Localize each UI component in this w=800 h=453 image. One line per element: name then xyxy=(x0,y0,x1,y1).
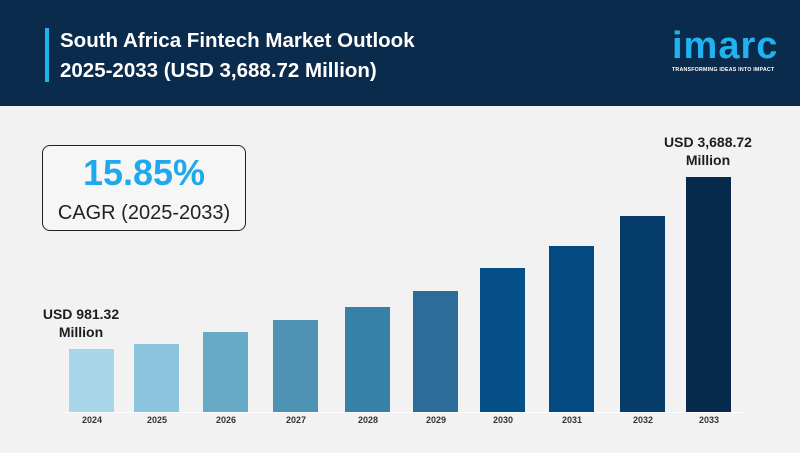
x-tick-label: 2030 xyxy=(492,415,514,425)
bar-2028 xyxy=(345,306,390,412)
chart-baseline xyxy=(62,412,742,413)
data-label-line: USD 981.32 xyxy=(42,306,120,323)
bar-2026 xyxy=(203,331,248,412)
title-line-2: 2025-2033 (USD 3,688.72 Million) xyxy=(60,59,377,82)
data-label-line: Million xyxy=(58,324,104,341)
x-tick-label: 2027 xyxy=(285,415,307,425)
bar-2025 xyxy=(134,344,179,412)
x-tick-label: 2029 xyxy=(425,415,447,425)
logo-tagline: TRANSFORMING IDEAS INTO IMPACT xyxy=(672,67,775,73)
bar-2032 xyxy=(620,215,665,412)
data-label-line: Million xyxy=(685,152,731,168)
x-tick-label: 2024 xyxy=(81,415,103,425)
title-line-1: South Africa Fintech Market Outlook xyxy=(60,29,415,52)
cagr-label: CAGR (2025-2033) xyxy=(57,202,231,224)
x-tick-label: 2026 xyxy=(215,415,237,425)
x-tick-label: 2025 xyxy=(146,415,168,425)
x-tick-label: 2031 xyxy=(561,415,583,425)
data-label-2033: USD 3,688.72 Million xyxy=(648,133,768,169)
bar-2029 xyxy=(413,290,458,412)
x-tick-label: 2028 xyxy=(357,415,379,425)
bar-2024 xyxy=(69,349,114,412)
bar-2031 xyxy=(549,245,594,412)
bar-2030 xyxy=(480,267,525,412)
page-title: South Africa Fintech Market Outlook 2025… xyxy=(60,26,415,86)
cagr-value: 15.85% xyxy=(82,152,206,193)
x-tick-label: 2033 xyxy=(698,415,720,425)
title-accent-bar xyxy=(45,28,49,82)
header-banner: South Africa Fintech Market Outlook 2025… xyxy=(0,0,800,106)
imarc-logo: imarc xyxy=(672,25,779,67)
cagr-box: 15.85% CAGR (2025-2033) xyxy=(42,145,246,231)
x-tick-label: 2032 xyxy=(632,415,654,425)
bar-2033 xyxy=(686,177,731,412)
data-label-2024: USD 981.32 Million xyxy=(21,305,141,341)
bar-2027 xyxy=(273,320,318,412)
data-label-line: USD 3,688.72 xyxy=(664,134,752,150)
